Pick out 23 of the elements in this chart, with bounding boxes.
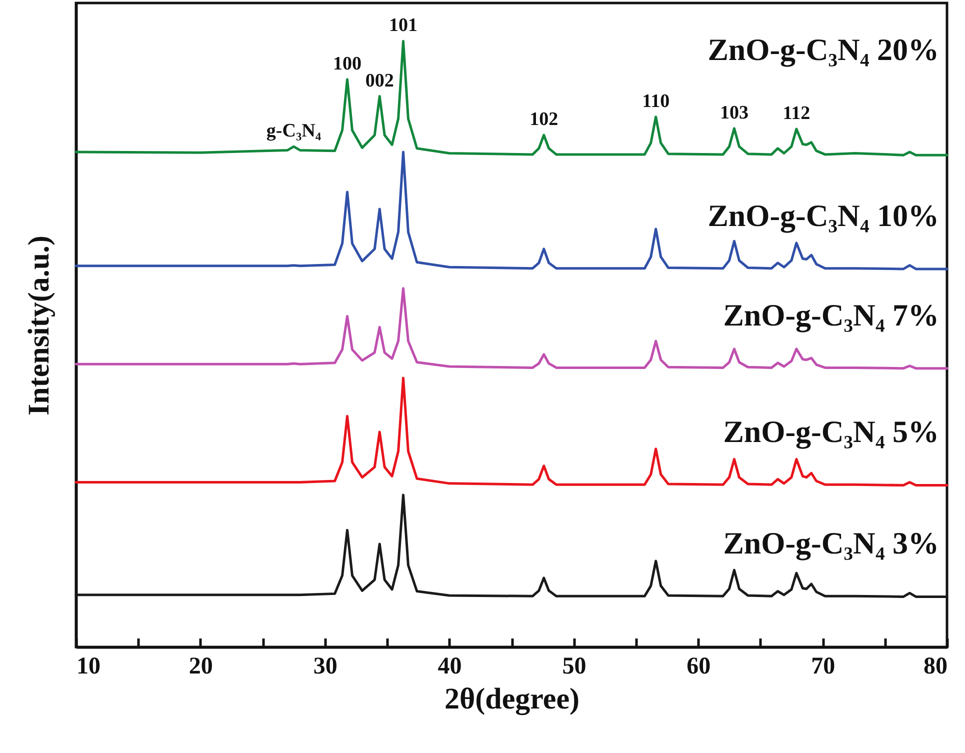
- x-tick-label: 60: [686, 654, 711, 680]
- x-tick-label: 20: [188, 654, 213, 680]
- annotation: 110: [642, 90, 670, 112]
- text: ZnO-g-C₃N₄ 20%: [708, 32, 939, 68]
- annotation: 100: [333, 53, 362, 74]
- x-tick-label: 80: [924, 654, 948, 680]
- x-tick-label: 40: [438, 654, 462, 680]
- annotation: 101: [388, 15, 418, 36]
- x-tick-label: 50: [562, 654, 586, 680]
- series-label: ZnO-g-C₃N₄ 5%: [723, 414, 939, 450]
- x-tick-label: 70: [811, 654, 836, 680]
- annotation: 112: [782, 103, 810, 124]
- y-axis-title: Intensity(a.u.): [22, 235, 56, 416]
- annotation: 002: [365, 70, 394, 92]
- x-tick-label: 10: [76, 654, 100, 680]
- series-label: ZnO-g-C₃N₄ 3%: [723, 526, 939, 561]
- annotation: 102: [530, 109, 558, 130]
- series-label: ZnO-g-C₃N₄ 10%: [708, 198, 939, 233]
- x-tick-label: 30: [313, 654, 338, 680]
- x-axis-title: 2θ(degree): [444, 682, 580, 716]
- annotation: g-C₃N₄: [266, 120, 322, 142]
- series-label: ZnO-g-C₃N₄ 7%: [723, 297, 939, 332]
- annotation: 103: [720, 102, 748, 124]
